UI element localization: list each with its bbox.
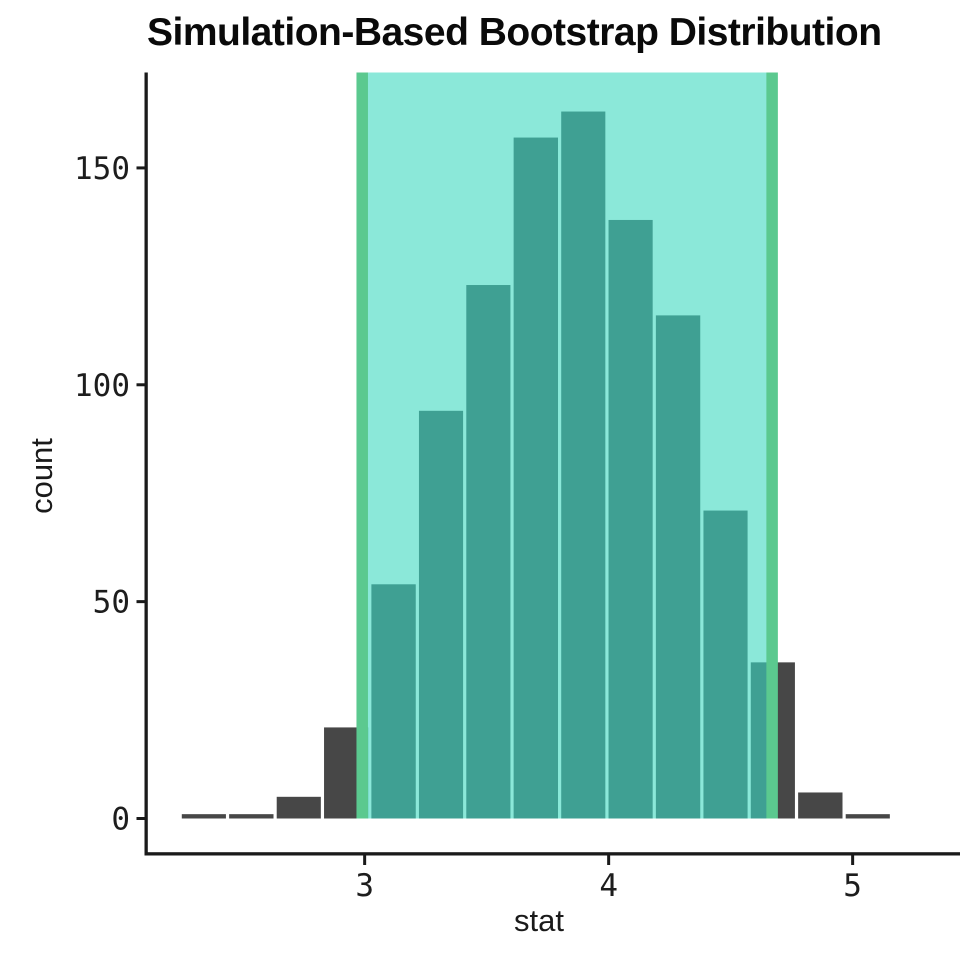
histogram-bar: [181, 814, 226, 819]
histogram-bar: [418, 410, 464, 819]
x-tick-label: 4: [599, 868, 618, 904]
histogram-bar: [561, 111, 606, 819]
histogram-bar: [324, 727, 363, 819]
histogram-bar: [703, 510, 748, 819]
histogram-bar: [845, 814, 890, 819]
y-tick: [136, 383, 146, 387]
x-axis-title: stat: [514, 903, 564, 938]
x-tick: [363, 855, 367, 865]
y-tick-label: 100: [74, 368, 130, 404]
histogram-bar: [513, 137, 559, 819]
x-tick: [607, 855, 611, 865]
x-tick: [851, 855, 855, 865]
histogram-bar: [466, 285, 511, 819]
ci-lower-edge-line: [356, 72, 368, 819]
x-axis-line: [144, 852, 960, 856]
y-tick: [136, 600, 146, 604]
histogram-bar: [608, 219, 653, 819]
x-tick-label: 3: [355, 868, 374, 904]
histogram-bar: [229, 814, 274, 819]
y-tick-label: 50: [93, 585, 130, 621]
x-tick-label: 5: [843, 868, 862, 904]
histogram-bar: [655, 315, 701, 819]
chart-title: Simulation-Based Bootstrap Distribution: [147, 11, 882, 54]
y-tick: [136, 817, 146, 820]
y-tick: [136, 166, 146, 170]
y-axis-line: [144, 72, 148, 856]
y-tick-label: 150: [74, 151, 130, 187]
histogram-bar: [276, 796, 321, 819]
histogram-bar: [798, 792, 843, 819]
y-tick-label: 0: [111, 802, 130, 838]
ci-upper-edge-line: [766, 72, 778, 819]
histogram-bar: [371, 584, 416, 819]
